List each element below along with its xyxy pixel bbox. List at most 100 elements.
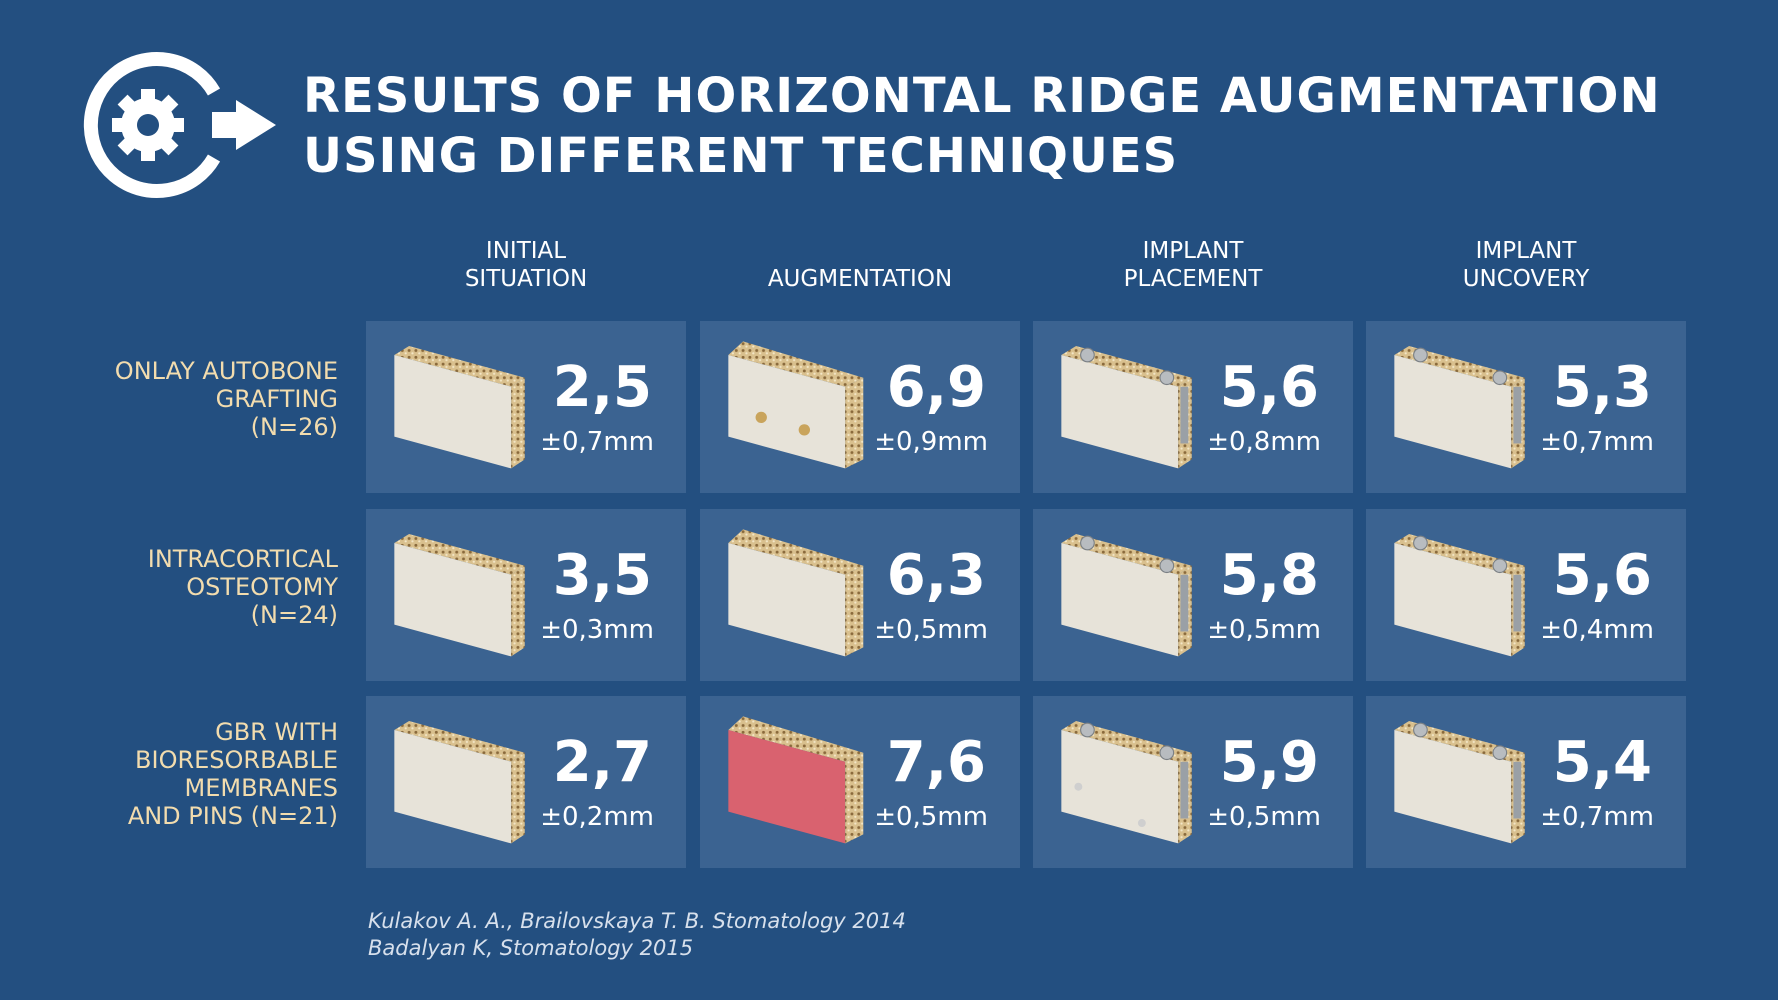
implant-body [1180,761,1189,819]
result-cell: 5,6 ±0,8mm [1033,321,1353,493]
deviation: ±0,9mm [874,427,988,457]
content: RESULTS OF HORIZONTAL RIDGE AUGMENTATION… [115,68,1686,960]
bone-front [1061,543,1179,657]
result-cell: 6,3 ±0,5mm [700,509,1020,681]
deviation: ±0,5mm [1207,615,1321,645]
deviation: ±0,5mm [874,802,988,832]
ridge-model [394,720,525,844]
deviation: ±0,4mm [1540,615,1654,645]
result-cell: 5,4 ±0,7mm [1366,696,1686,868]
row-label: (N=24) [251,601,338,629]
bone-side [511,377,525,469]
bone-top [728,529,864,575]
result-cell: 7,6 ±0,5mm [700,696,1020,868]
mean-value: 6,3 [887,543,986,608]
deviation: ±0,7mm [1540,427,1654,457]
implant-head [1492,370,1508,386]
implant-body [1513,574,1522,632]
row-label: INTRACORTICAL [148,545,339,573]
bone-front [728,355,846,469]
bone-side [511,752,525,844]
deviation: ±0,5mm [1207,802,1321,832]
column-header: IMPLANT [1476,238,1578,264]
implant-head [1080,722,1095,738]
bone-front [394,730,512,844]
bone-top [728,341,864,387]
implant-head [1159,745,1175,761]
mean-value: 3,5 [553,543,652,608]
result-cell: 5,9 ±0,5mm [1033,696,1353,868]
mean-value: 2,5 [553,355,652,420]
result-cell: 3,5 ±0,3mm [366,509,686,681]
row-label: OSTEOTOMY [186,573,338,601]
ridge-model [728,716,864,844]
implant-body [1513,386,1522,444]
mean-value: 2,7 [553,730,652,795]
deviation: ±0,7mm [1540,802,1654,832]
ridge-model [1061,533,1192,657]
bone-front [1394,730,1512,844]
implant-head [1492,558,1508,574]
bone-top [394,345,525,387]
implant-head [1080,347,1095,363]
column-header: AUGMENTATION [768,266,952,292]
deviation: ±0,2mm [540,802,654,832]
row-label: BIORESORBABLE [135,746,338,774]
deviation: ±0,8mm [1207,427,1321,457]
icon [83,52,276,198]
title-line: RESULTS OF HORIZONTAL RIDGE AUGMENTATION [303,68,1661,124]
bone-side [845,377,864,469]
bone-front [1061,355,1179,469]
bone-front [728,543,846,657]
ridge-model [1394,720,1525,844]
bone-front [728,730,846,844]
bone-side [845,565,864,657]
bone-top [728,716,864,762]
column-header: PLACEMENT [1124,266,1264,292]
pin [1074,782,1083,791]
ridge-model [728,341,864,469]
result-cell: 5,8 ±0,5mm [1033,509,1353,681]
row-label: AND PINS (N=21) [128,802,338,830]
bone-side [845,752,864,844]
ridge-model [1394,533,1525,657]
mean-value: 5,6 [1553,543,1652,608]
column-header: SITUATION [465,266,587,292]
result-cell: 5,3 ±0,7mm [1366,321,1686,493]
ridge-model [1394,345,1525,469]
implant-head [1080,535,1095,551]
row-label: GRAFTING [216,385,338,413]
mean-value: 7,6 [887,730,986,795]
mean-value: 5,9 [1220,730,1319,795]
bone-side [511,565,525,657]
mean-value: 5,6 [1220,355,1319,420]
result-cell: 6,9 ±0,9mm [700,321,1020,493]
column-header: UNCOVERY [1463,266,1591,292]
ridge-model [728,529,864,657]
bone-top [394,533,525,575]
result-cell: 2,5 ±0,7mm [366,321,686,493]
deviation: ±0,7mm [540,427,654,457]
result-cell: 5,6 ±0,4mm [1366,509,1686,681]
bone-front [1061,730,1179,844]
mean-value: 5,3 [1553,355,1652,420]
implant-body [1180,386,1189,444]
mean-value: 5,8 [1220,543,1319,608]
column-header: IMPLANT [1143,238,1245,264]
row-label: MEMBRANES [184,774,338,802]
pin [798,424,810,436]
ridge-model [394,533,525,657]
row-label: GBR WITH [215,718,338,746]
implant-body [1180,574,1189,632]
bone-front [394,543,512,657]
implant-head [1413,722,1428,738]
implant-head [1159,558,1175,574]
mean-value: 5,4 [1553,730,1652,795]
row-label: ONLAY AUTOBONE [115,357,338,385]
column-header: INITIAL [486,238,566,264]
implant-body [1513,761,1522,819]
implant-head [1413,347,1428,363]
implant-head [1413,535,1428,551]
bone-front [394,355,512,469]
